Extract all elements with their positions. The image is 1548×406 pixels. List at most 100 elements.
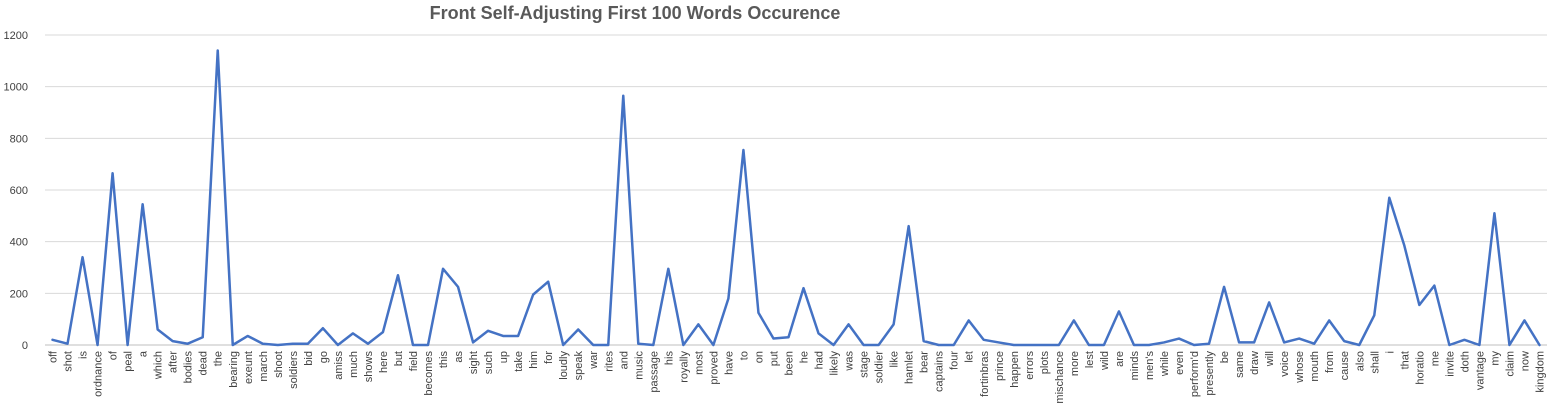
x-tick-label: loudly: [558, 351, 570, 380]
y-tick-label: 800: [10, 133, 28, 145]
x-tick-label: my: [1489, 351, 1501, 366]
x-tick-label: perform'd: [1189, 351, 1201, 397]
x-tick-label: was: [844, 351, 856, 372]
x-tick-label: such: [483, 351, 495, 374]
y-tick-label: 400: [10, 237, 28, 249]
x-tick-label: passage: [648, 351, 660, 393]
x-tick-label: prince: [994, 351, 1006, 381]
x-tick-label: i: [1384, 351, 1396, 353]
x-tick-label: fortinbras: [979, 351, 991, 397]
x-tick-label: also: [1354, 351, 1366, 371]
series-line: [51, 49, 1541, 347]
x-tick-label: as: [453, 351, 465, 363]
x-tick-label: will: [1264, 351, 1276, 367]
x-tick-label: voice: [1279, 351, 1291, 377]
x-tick-label: me: [1429, 351, 1441, 366]
y-tick-label: 0: [22, 340, 28, 352]
x-tick-label: more: [1069, 351, 1081, 376]
x-tick-label: four: [949, 351, 961, 370]
x-tick-label: field: [408, 351, 420, 371]
x-tick-label: wild: [1099, 351, 1111, 371]
x-tick-label: here: [378, 351, 390, 373]
x-tick-label: after: [168, 351, 180, 373]
x-tick-label: ordnance: [93, 351, 105, 397]
x-tick-label: off: [48, 350, 60, 363]
x-tick-label: bearing: [228, 351, 240, 388]
x-tick-label: a: [138, 350, 150, 357]
chart-title: Front Self-Adjusting First 100 Words Occ…: [430, 3, 841, 23]
x-tick-label: stage: [859, 351, 871, 378]
y-tick-label: 1000: [4, 82, 28, 94]
x-tick-label: like: [889, 351, 901, 368]
x-tick-label: rites: [603, 351, 615, 372]
x-tick-label: presently: [1204, 351, 1216, 396]
x-tick-label: sight: [468, 351, 480, 374]
x-tick-label: same: [1234, 351, 1246, 378]
x-tick-label: while: [1159, 351, 1171, 377]
x-tick-label: this: [438, 351, 450, 369]
x-tick-label: but: [393, 351, 405, 366]
x-tick-label: much: [348, 351, 360, 378]
x-tick-label: most: [693, 351, 705, 375]
x-tick-label: march: [258, 351, 270, 382]
x-tick-label: shot: [63, 351, 75, 372]
x-tick-label: mouth: [1309, 351, 1321, 382]
x-tick-label: bid: [303, 351, 315, 366]
x-tick-label: which: [153, 351, 165, 380]
x-tick-label: that: [1399, 351, 1411, 369]
x-tick-label: his: [663, 351, 675, 366]
x-tick-label: is: [78, 351, 90, 359]
y-tick-label: 200: [10, 288, 28, 300]
x-tick-label: claim: [1504, 351, 1516, 377]
x-tick-label: go: [318, 351, 330, 363]
x-tick-label: are: [1114, 351, 1126, 367]
y-axis-ticks: 0 200 400 600 800 1000 1200: [4, 30, 28, 352]
x-tick-label: been: [783, 351, 795, 375]
x-tick-label: put: [768, 351, 780, 366]
x-tick-label: plots: [1039, 351, 1051, 375]
x-axis-ticks: off shot is ordnance of peal a which after bodies…: [48, 350, 1547, 404]
x-tick-label: happen: [1009, 351, 1021, 388]
x-tick-label: him: [528, 351, 540, 369]
x-tick-label: from: [1324, 351, 1336, 373]
x-tick-label: doth: [1459, 351, 1471, 372]
x-tick-label: the: [213, 351, 225, 366]
x-tick-label: shall: [1369, 351, 1381, 374]
x-tick-label: cause: [1339, 351, 1351, 380]
x-tick-label: war: [588, 351, 600, 370]
x-tick-label: errors: [1024, 351, 1036, 380]
x-tick-label: have: [723, 351, 735, 375]
x-tick-label: likely: [829, 351, 841, 376]
x-tick-label: he: [799, 351, 811, 363]
x-tick-label: now: [1519, 351, 1531, 371]
x-tick-label: horatio: [1414, 351, 1426, 385]
x-tick-label: lest: [1084, 351, 1096, 368]
x-tick-label: of: [108, 350, 120, 360]
x-tick-label: mischance: [1054, 351, 1066, 404]
x-tick-label: kingdom: [1534, 351, 1546, 393]
x-tick-label: bear: [919, 351, 931, 373]
x-tick-label: be: [1219, 351, 1231, 363]
x-tick-label: to: [738, 351, 750, 360]
x-tick-label: shows: [363, 351, 375, 383]
x-tick-label: soldier: [874, 351, 886, 384]
x-tick-label: and: [618, 351, 630, 369]
x-tick-label: captains: [934, 351, 946, 392]
x-tick-label: speak: [573, 351, 585, 381]
y-tick-label: 1200: [4, 30, 28, 42]
x-tick-label: becomes: [423, 351, 435, 396]
x-tick-label: take: [513, 351, 525, 372]
x-tick-label: soldiers: [288, 351, 300, 389]
x-tick-label: invite: [1444, 351, 1456, 377]
x-tick-label: let: [964, 351, 976, 363]
y-tick-label: 600: [10, 185, 28, 197]
x-tick-label: vantage: [1474, 351, 1486, 390]
x-tick-label: minds: [1129, 351, 1141, 381]
x-tick-label: shoot: [273, 351, 285, 378]
x-tick-label: men's: [1144, 351, 1156, 380]
x-tick-label: amiss: [333, 351, 345, 380]
x-tick-label: whose: [1294, 351, 1306, 384]
x-tick-label: up: [498, 351, 510, 363]
